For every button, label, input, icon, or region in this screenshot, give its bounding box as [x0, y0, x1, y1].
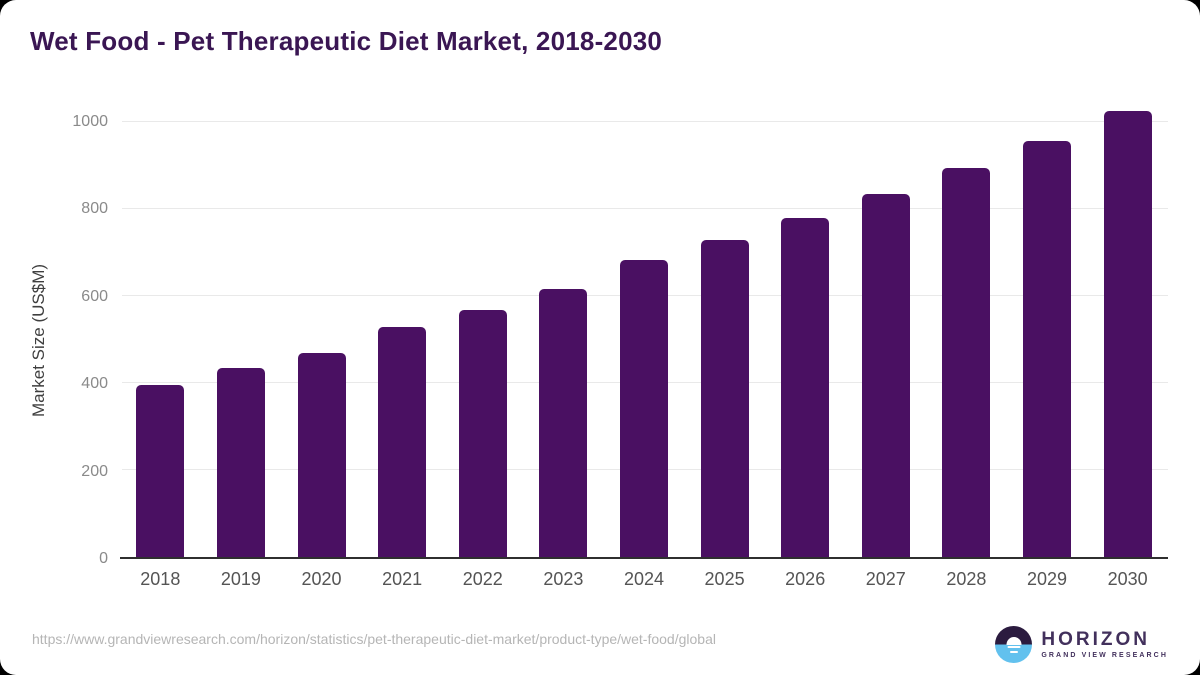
- bar-slot-2023: [523, 122, 604, 557]
- gridline-800: [122, 208, 1168, 209]
- bar-slot-2030: [1087, 111, 1168, 557]
- bar-slot-2024: [604, 122, 685, 557]
- bar-slot-2028: [926, 122, 1007, 557]
- plot-area: [120, 111, 1168, 559]
- bar-2020: [297, 352, 346, 557]
- bar-2021: [378, 327, 427, 557]
- bar-2018: [136, 385, 185, 557]
- sun-icon: [1006, 636, 1022, 645]
- y-tick-label-1000: 1000: [72, 113, 108, 130]
- bar-slot-2025: [684, 122, 765, 557]
- bar-slot-2022: [442, 122, 523, 557]
- logo-brand-name: HORIZON: [1041, 629, 1150, 650]
- x-tick-label-2027: 2027: [865, 569, 906, 589]
- x-tick-label-2030: 2030: [1107, 569, 1148, 589]
- bar-slot-2027: [845, 122, 926, 557]
- y-tick-label-200: 200: [81, 462, 108, 480]
- bar-2022: [458, 310, 507, 557]
- bar-slot-2026: [765, 122, 846, 557]
- bar-series: [120, 111, 1168, 557]
- y-tick-label-0: 0: [99, 550, 108, 567]
- bar-slot-2029: [1007, 122, 1088, 557]
- x-tick-label-2026: 2026: [785, 569, 826, 589]
- y-tick-label-400: 400: [81, 375, 108, 393]
- x-tick-label-2019: 2019: [220, 569, 261, 589]
- x-tick-label-2021: 2021: [382, 569, 423, 589]
- horizon-sunset-icon: [995, 626, 1033, 663]
- bar-2019: [216, 367, 265, 557]
- chart-title: Wet Food - Pet Therapeutic Diet Market, …: [30, 26, 663, 56]
- y-tick-label-800: 800: [81, 200, 108, 218]
- wave-line-icon: [1009, 650, 1018, 653]
- y-tick-label-600: 600: [81, 287, 108, 305]
- x-tick-label-2024: 2024: [623, 569, 664, 589]
- y-axis-tick-labels: 0 200 400 600 800 1000: [0, 113, 108, 567]
- wave-line-icon: [1007, 646, 1021, 648]
- x-tick-label-2022: 2022: [462, 569, 503, 589]
- x-tick-label-2029: 2029: [1026, 569, 1068, 589]
- bar-2025: [700, 240, 749, 557]
- bar-2023: [539, 289, 588, 557]
- bar-slot-2021: [362, 122, 443, 557]
- x-tick-label-2020: 2020: [301, 569, 342, 589]
- horizon-logo: HORIZON GRAND VIEW RESEARCH: [995, 626, 1168, 663]
- bar-2029: [1023, 141, 1071, 557]
- x-tick-label-2028: 2028: [946, 569, 987, 589]
- bar-2028: [942, 167, 991, 557]
- gridline-1000: [122, 121, 1168, 122]
- bar-2030: [1103, 111, 1152, 557]
- x-axis-tick-labels: 2018 2019 2020 2021 2022 2023 2024 2025 2026 2027…: [120, 569, 1168, 590]
- bar-2024: [619, 260, 668, 557]
- source-url: https://www.grandviewresearch.com/horizo…: [32, 631, 716, 647]
- bar-slot-2018: [120, 122, 201, 557]
- x-tick-label-2018: 2018: [140, 569, 181, 589]
- bar-2026: [781, 217, 830, 557]
- bar-slot-2020: [281, 122, 362, 557]
- bar-2027: [861, 193, 910, 557]
- x-tick-label-2023: 2023: [543, 569, 584, 589]
- x-tick-label-2025: 2025: [704, 569, 745, 589]
- logo-subtitle: GRAND VIEW RESEARCH: [1041, 652, 1168, 659]
- bar-slot-2019: [201, 122, 282, 557]
- logo-text: HORIZON GRAND VIEW RESEARCH: [1041, 630, 1168, 659]
